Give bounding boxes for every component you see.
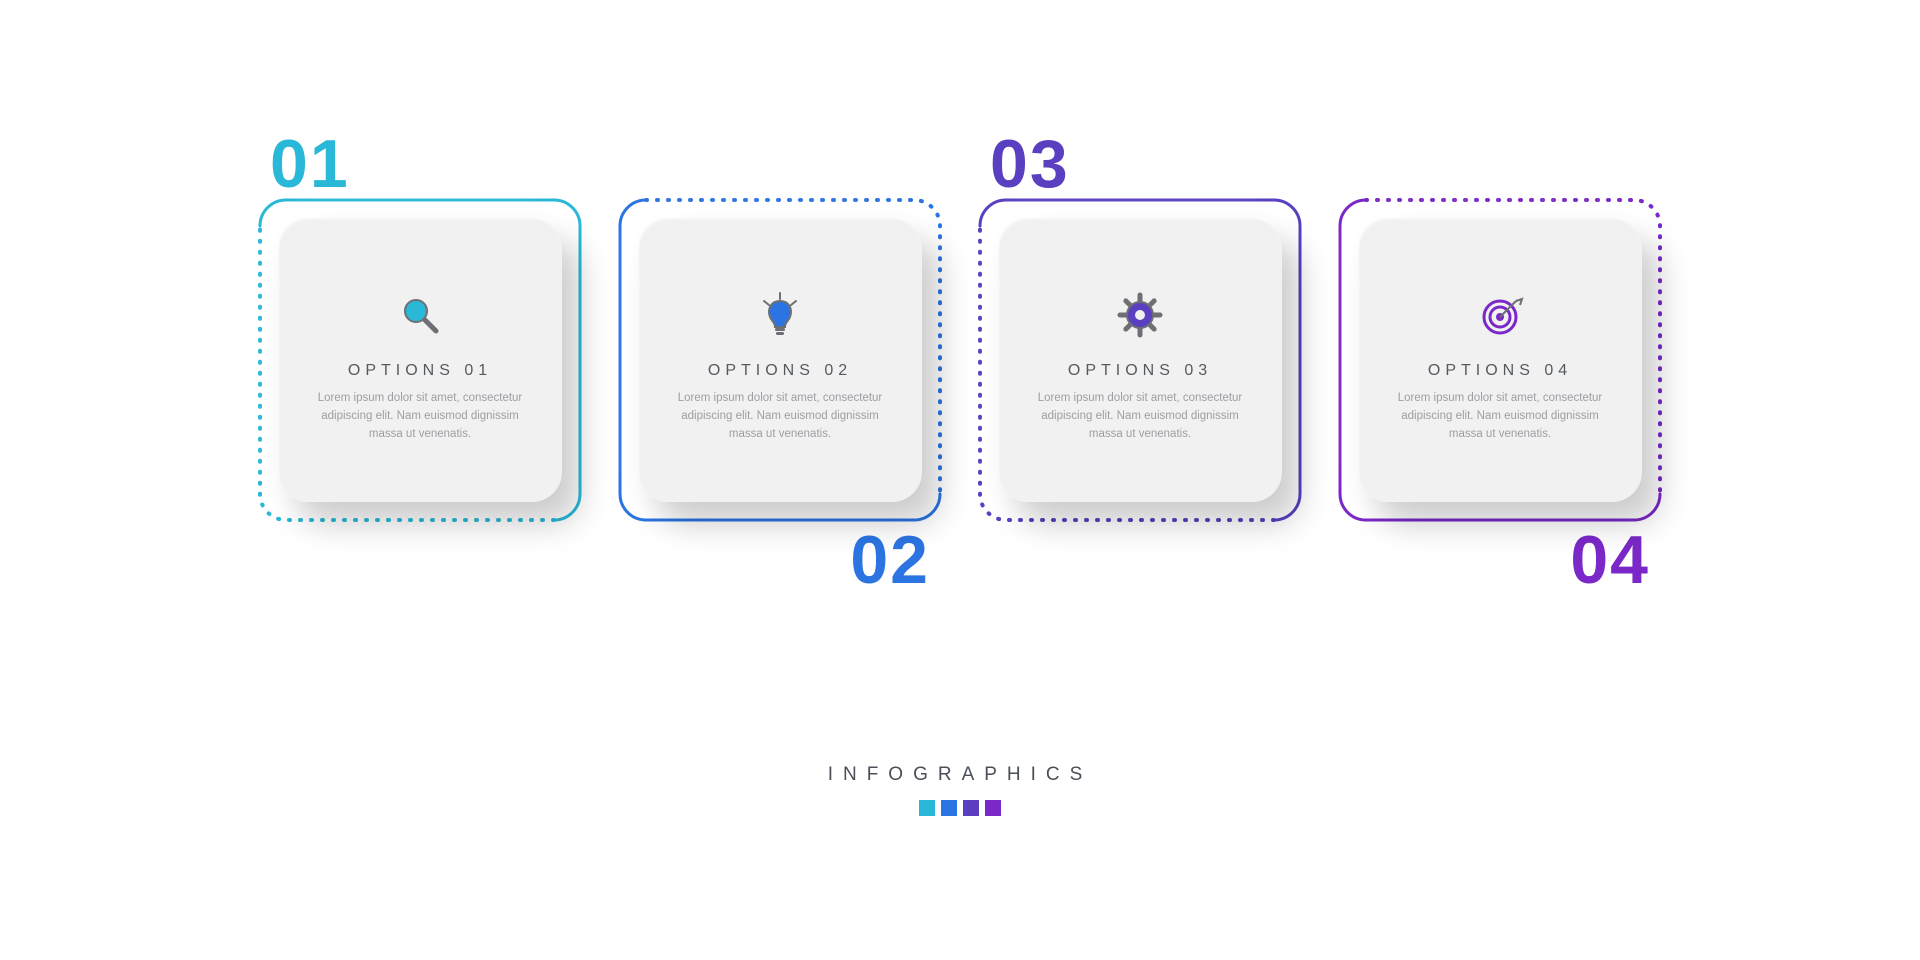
footer: INFOGRAPHICS (0, 764, 1920, 816)
steps-row: 01 OPTIONS 01 Lorem ipsum dolor sit amet… (0, 200, 1920, 520)
step-02-card: OPTIONS 02 Lorem ipsum dolor sit amet, c… (638, 218, 922, 502)
swatch (963, 800, 979, 816)
bulb-icon (756, 280, 804, 350)
step-04-title: OPTIONS 04 (1428, 362, 1572, 380)
step-02-title: OPTIONS 02 (708, 362, 852, 380)
gear-icon (1116, 280, 1164, 350)
step-02-desc: Lorem ipsum dolor sit amet, consectetur … (666, 390, 894, 443)
step-02: 02 OPTIONS 02 Lorem ipsum dolor sit amet… (620, 200, 940, 520)
step-01-card: OPTIONS 01 Lorem ipsum dolor sit amet, c… (278, 218, 562, 502)
step-03-number: 03 (990, 130, 1070, 198)
step-04: 04 OPTIONS 04 Lorem ipsum dolor sit amet… (1340, 200, 1660, 520)
magnifier-icon (396, 280, 444, 350)
step-03-card: OPTIONS 03 Lorem ipsum dolor sit amet, c… (998, 218, 1282, 502)
step-02-number: 02 (850, 526, 930, 594)
step-01-number: 01 (270, 130, 350, 198)
footer-title: INFOGRAPHICS (828, 764, 1093, 786)
step-03: 03 OPTIONS 03 Lorem ipsum dolor sit amet… (980, 200, 1300, 520)
step-04-desc: Lorem ipsum dolor sit amet, consectetur … (1386, 390, 1614, 443)
footer-swatches (919, 800, 1001, 816)
step-03-desc: Lorem ipsum dolor sit amet, consectetur … (1026, 390, 1254, 443)
step-04-number: 04 (1570, 526, 1650, 594)
step-04-card: OPTIONS 04 Lorem ipsum dolor sit amet, c… (1358, 218, 1642, 502)
swatch (919, 800, 935, 816)
swatch (985, 800, 1001, 816)
step-03-title: OPTIONS 03 (1068, 362, 1212, 380)
target-icon (1476, 280, 1524, 350)
step-01-title: OPTIONS 01 (348, 362, 492, 380)
step-01: 01 OPTIONS 01 Lorem ipsum dolor sit amet… (260, 200, 580, 520)
step-01-desc: Lorem ipsum dolor sit amet, consectetur … (306, 390, 534, 443)
swatch (941, 800, 957, 816)
